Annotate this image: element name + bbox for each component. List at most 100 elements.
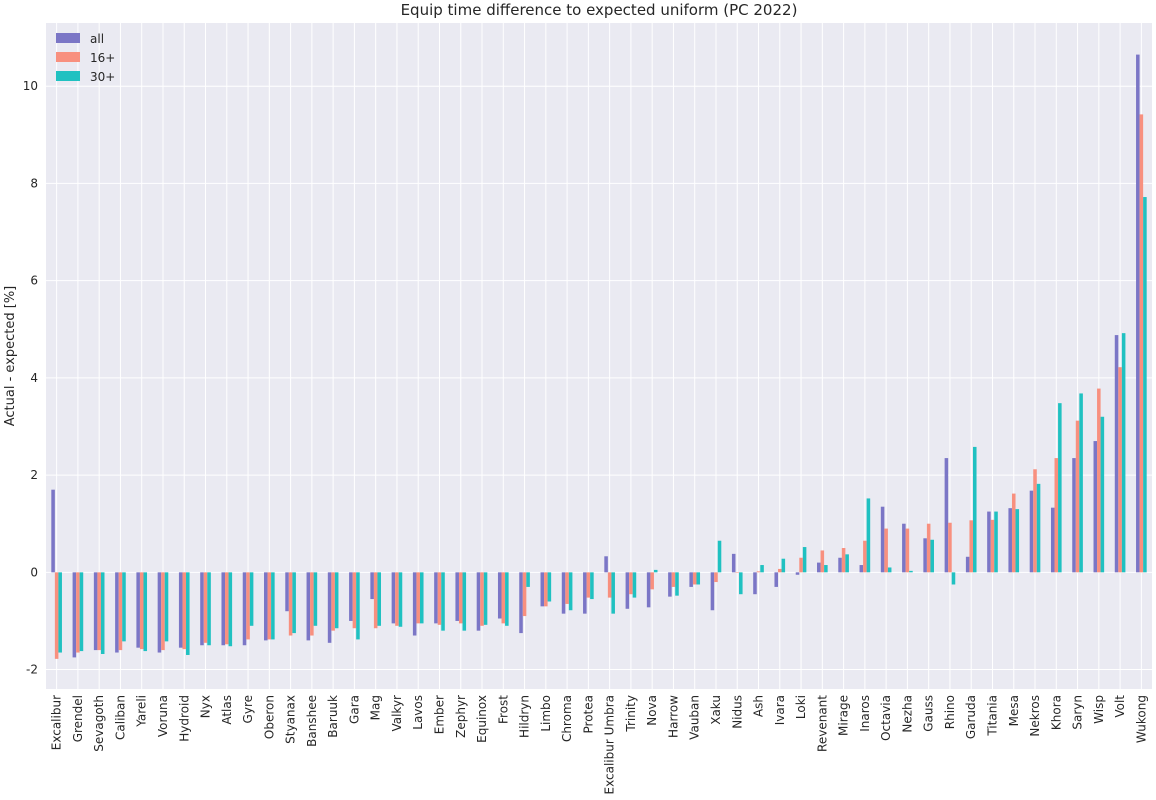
x-tick-label: Frost — [496, 695, 510, 724]
y-tick-label: 0 — [30, 565, 38, 579]
bar-gara-all — [349, 572, 353, 621]
bar-equinox-16plus — [480, 572, 484, 626]
bar-banshee-16plus — [310, 572, 314, 636]
bar-excalibur-all — [51, 489, 55, 573]
bar-saryn-30plus — [1079, 393, 1083, 573]
x-tick-label: Mesa — [1007, 695, 1021, 726]
x-tick-label: Caliban — [113, 695, 127, 740]
bar-garuda-30plus — [972, 446, 977, 573]
x-tick-label: Protea — [581, 695, 595, 733]
x-tick-label: Vauban — [688, 695, 702, 740]
bar-khora-30plus — [1058, 403, 1062, 573]
legend-label: 16+ — [90, 51, 115, 65]
y-tick-label: 6 — [30, 274, 38, 288]
x-tick-label: Titania — [985, 695, 999, 737]
x-tick-label: Zephyr — [454, 695, 468, 738]
bar-wisp-30plus — [1100, 416, 1105, 573]
bar-mag-16plus — [373, 572, 378, 629]
bar-nyx-all — [200, 572, 204, 646]
y-tick-label: 2 — [30, 468, 38, 482]
bar-nekros-30plus — [1036, 483, 1041, 573]
bar-loki-all — [795, 572, 800, 575]
plot-background — [46, 23, 1152, 689]
x-tick-label: Ivara — [773, 695, 787, 725]
x-tick-label: Gyre — [241, 695, 255, 723]
x-tick-label: Saryn — [1071, 695, 1085, 730]
bar-equinox-30plus — [483, 572, 488, 625]
bar-styanax-16plus — [288, 572, 293, 636]
x-tick-label: Loki — [794, 695, 808, 719]
chart-title: Equip time difference to expected unifor… — [401, 1, 798, 19]
bar-zephyr-30plus — [462, 572, 467, 631]
bar-volt-all — [1114, 335, 1119, 573]
bar-chroma-30plus — [568, 572, 573, 611]
bar-xaku-all — [710, 572, 715, 611]
bar-protea-all — [583, 572, 587, 614]
bar-chroma-16plus — [565, 572, 569, 604]
bar-sevagoth-all — [93, 572, 98, 651]
y-tick-label: -2 — [26, 663, 38, 677]
bar-wukong-30plus — [1143, 197, 1147, 573]
bar-limbo-all — [540, 572, 545, 607]
bar-banshee-all — [306, 572, 311, 641]
bar-khora-all — [1050, 507, 1055, 573]
bar-harrow-all — [668, 572, 672, 597]
bar-voruna-16plus — [161, 572, 165, 651]
bar-trinity-30plus — [632, 572, 637, 598]
bar-ash-16plus — [756, 571, 761, 573]
x-tick-label: Excalibur Umbra — [603, 695, 617, 794]
bar-yareli-16plus — [139, 572, 144, 650]
bar-sevagoth-30plus — [100, 572, 105, 654]
bar-nekros-all — [1029, 490, 1034, 573]
x-tick-label: Equinox — [475, 695, 489, 743]
bar-grendel-16plus — [76, 572, 80, 653]
bar-saryn-all — [1072, 458, 1076, 573]
bar-protea-16plus — [586, 572, 591, 598]
x-tick-label: Oberon — [262, 695, 276, 739]
bar-mesa-16plus — [1011, 493, 1016, 573]
bar-valkyr-all — [391, 572, 396, 624]
bar-wukong-16plus — [1139, 114, 1144, 573]
bar-volt-30plus — [1121, 333, 1126, 573]
bar-ember-30plus — [441, 572, 445, 631]
bar-frost-16plus — [501, 572, 506, 624]
x-tick-label: Valkyr — [390, 695, 404, 732]
bar-oberon-16plus — [267, 572, 272, 640]
bar-octavia-16plus — [884, 528, 888, 573]
bar-frost-all — [497, 572, 502, 619]
bar-baruuk-all — [327, 572, 332, 643]
bar-nyx-30plus — [207, 572, 211, 646]
y-tick-label: 4 — [30, 371, 38, 385]
bar-nezha-30plus — [909, 570, 913, 573]
bar-rhino-16plus — [948, 522, 952, 573]
bar-nekros-16plus — [1033, 469, 1037, 573]
x-tick-label: Garuda — [964, 695, 978, 739]
bar-gara-30plus — [356, 572, 360, 640]
bar-ivara-16plus — [778, 568, 782, 573]
bar-hildryn-30plus — [526, 572, 530, 587]
bar-excalibur-30plus — [58, 572, 62, 653]
bar-excalibur-umbra-30plus — [611, 572, 615, 614]
bar-voruna-all — [157, 572, 162, 653]
bar-saryn-16plus — [1075, 420, 1080, 573]
bar-harrow-16plus — [671, 572, 676, 587]
bar-zephyr-all — [455, 572, 459, 621]
y-tick-label: 8 — [30, 176, 38, 190]
x-tick-label: Volt — [1113, 695, 1127, 718]
x-tick-label: Revenant — [815, 695, 829, 752]
bar-nidus-16plus — [735, 572, 740, 573]
bar-garuda-all — [965, 556, 970, 573]
bar-wukong-all — [1136, 54, 1140, 573]
bar-nyx-16plus — [203, 572, 208, 643]
y-axis-label: Actual - expected [%] — [3, 286, 18, 427]
bar-mirage-30plus — [845, 554, 849, 573]
bar-atlas-30plus — [228, 572, 233, 647]
bar-excalibur-umbra-16plus — [607, 572, 612, 598]
bar-nidus-30plus — [739, 572, 743, 595]
bar-baruuk-30plus — [334, 572, 339, 629]
x-tick-label: Voruna — [156, 695, 170, 737]
bar-yareli-30plus — [143, 572, 148, 652]
legend-swatch — [56, 33, 80, 43]
x-tick-label: Hydroid — [177, 695, 191, 742]
